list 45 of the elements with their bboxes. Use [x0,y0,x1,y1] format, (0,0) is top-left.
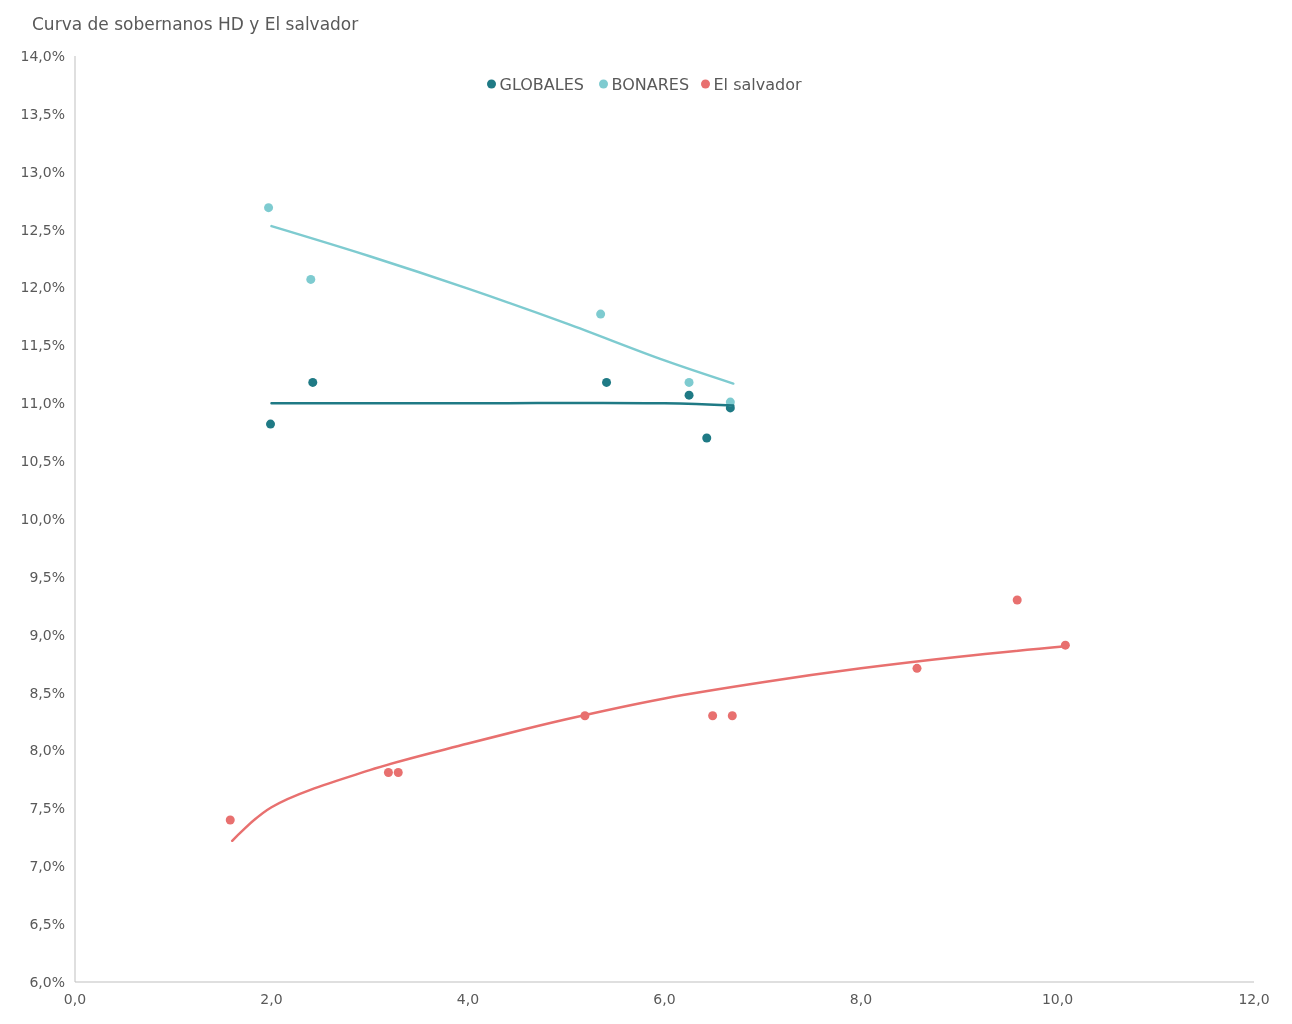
y-tick-label: 13,0% [20,163,65,180]
y-tick-label: 12,5% [20,221,65,238]
point [684,390,694,400]
y-tick-label: 7,5% [29,800,65,817]
point [383,767,393,777]
y-tick-label: 13,5% [20,105,65,122]
y-tick-label: 7,0% [29,858,65,875]
point [702,433,712,443]
y-tick-label: 8,0% [29,742,65,759]
point [306,274,316,284]
point [912,663,922,673]
point [602,377,612,387]
point [393,767,403,777]
x-tick-label: 2,0 [260,991,283,1007]
point [684,377,694,387]
point [708,711,718,721]
point [596,309,606,319]
point [308,377,318,387]
y-tick-label: 6,0% [29,973,65,990]
y-tick-label: 14,0% [20,47,65,64]
point [1012,595,1022,605]
point [225,815,235,825]
y-tick-label: 11,5% [20,337,65,354]
legend-label: BONARES [611,74,690,94]
x-tick-label: 6,0 [653,991,676,1007]
y-tick-label: 9,0% [29,626,65,643]
y-tick-label: 6,5% [29,916,65,933]
legend-label: El salvador [713,74,802,94]
x-tick-label: 12,0 [1238,991,1270,1007]
x-tick-label: 4,0 [456,991,480,1007]
point [266,419,276,429]
point [264,203,274,213]
x-tick-label: 0,0 [63,991,87,1007]
y-tick-label: 9,5% [29,568,65,585]
y-tick-label: 8,5% [29,684,65,701]
y-tick-label: 10,5% [20,453,65,470]
legend-label: GLOBALES [499,74,584,94]
chart-title: Curva de sobernanos HD y El salvador [32,14,359,34]
x-tick-label: 10,0 [1041,991,1074,1007]
y-tick-label: 10,0% [20,510,65,527]
line-series [270,224,735,385]
x-tick-label: 8,0 [849,991,873,1007]
point [727,711,737,721]
y-tick-label: 12,0% [20,279,65,296]
y-tick-label: 11,0% [20,395,65,412]
